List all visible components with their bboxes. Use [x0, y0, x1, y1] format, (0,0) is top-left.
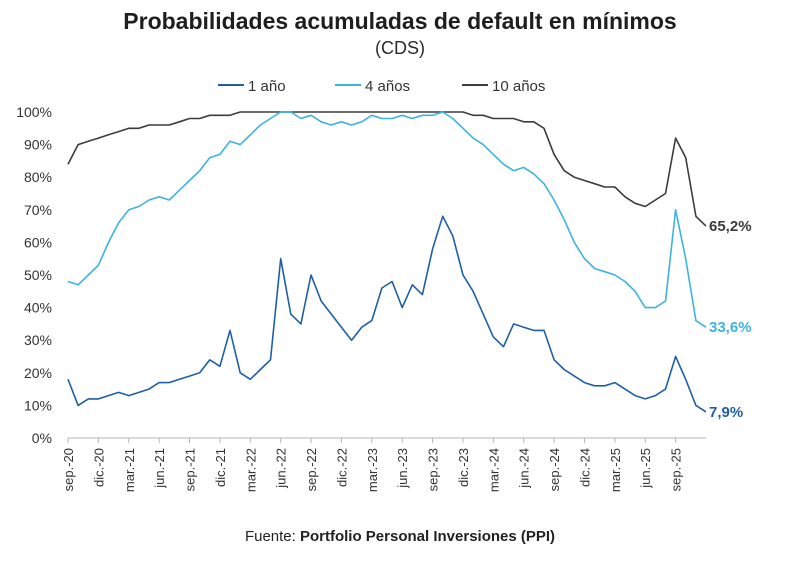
y-tick-label: 10%: [24, 397, 52, 413]
x-tick-label: mar.-22: [243, 448, 258, 492]
x-tick-label: sep.-20: [61, 448, 76, 491]
y-tick-label: 20%: [24, 365, 52, 381]
x-tick-label: sep.-22: [304, 448, 319, 491]
x-tick-label: jun.-23: [395, 448, 410, 489]
y-tick-label: 80%: [24, 169, 52, 185]
x-tick-label: dic.-24: [577, 448, 592, 487]
x-tick-label: jun.-24: [517, 448, 532, 489]
x-tick-label: mar.-21: [122, 448, 137, 492]
y-tick-label: 40%: [24, 300, 52, 316]
x-tick-label: jun.-21: [152, 448, 167, 489]
series-line-1: [67, 215, 707, 413]
y-tick-label: 50%: [24, 267, 52, 283]
y-axis: 0% 10% 20% 30% 40% 50% 60% 70% 80% 90% 100%: [16, 104, 52, 446]
x-tick-label: jun.-25: [638, 448, 653, 489]
x-tick-label: dic.-22: [334, 448, 349, 487]
x-axis: sep.-20 dic.-20 mar.-21 jun.-21 sep.-21 dic.-…: [61, 437, 706, 492]
x-tick-label: sep.-21: [183, 448, 198, 491]
x-tick-label: sep.-24: [547, 448, 562, 491]
source-note: Fuente: Portfolio Personal Inversiones (…: [0, 528, 800, 545]
y-tick-label: 60%: [24, 234, 52, 250]
y-tick-label: 30%: [24, 332, 52, 348]
y-tick-label: 70%: [24, 202, 52, 218]
series-lines: [67, 111, 707, 413]
x-tick-label: dic.-21: [213, 448, 228, 487]
x-tick-label: dic.-23: [456, 448, 471, 487]
y-tick-label: 0%: [32, 430, 52, 446]
end-label-1: 7,9%: [709, 404, 743, 421]
x-tick-label: mar.-25: [608, 448, 623, 492]
legend-label-2: 4 años: [365, 78, 410, 95]
y-tick-label: 90%: [24, 137, 52, 153]
series-line-3: [67, 111, 707, 227]
end-label-3: 65,2%: [709, 218, 752, 235]
chart-subtitle: (CDS): [375, 38, 425, 58]
chart-title: Probabilidades acumuladas de default en …: [123, 8, 677, 34]
x-tick-label: sep.-23: [426, 448, 441, 491]
source-label: Fuente:: [244, 528, 296, 545]
x-tick-label: dic.-20: [91, 448, 106, 487]
x-tick-label: sep.-25: [669, 448, 684, 491]
y-tick-label: 100%: [16, 104, 52, 120]
end-labels: 7,9% 33,6% 65,2%: [709, 218, 752, 421]
legend-label-1: 1 año: [248, 78, 286, 95]
x-tick-label: mar.-24: [486, 448, 501, 492]
x-tick-label: mar.-23: [365, 448, 380, 492]
series-line-2: [67, 111, 707, 328]
end-label-2: 33,6%: [709, 319, 752, 336]
legend-label-3: 10 años: [492, 78, 545, 95]
source-name: Portfolio Personal Inversiones (PPI): [299, 528, 556, 545]
x-tick-label: jun.-22: [274, 448, 289, 489]
chart-legend: 1 año 4 años 10 años: [218, 78, 545, 95]
